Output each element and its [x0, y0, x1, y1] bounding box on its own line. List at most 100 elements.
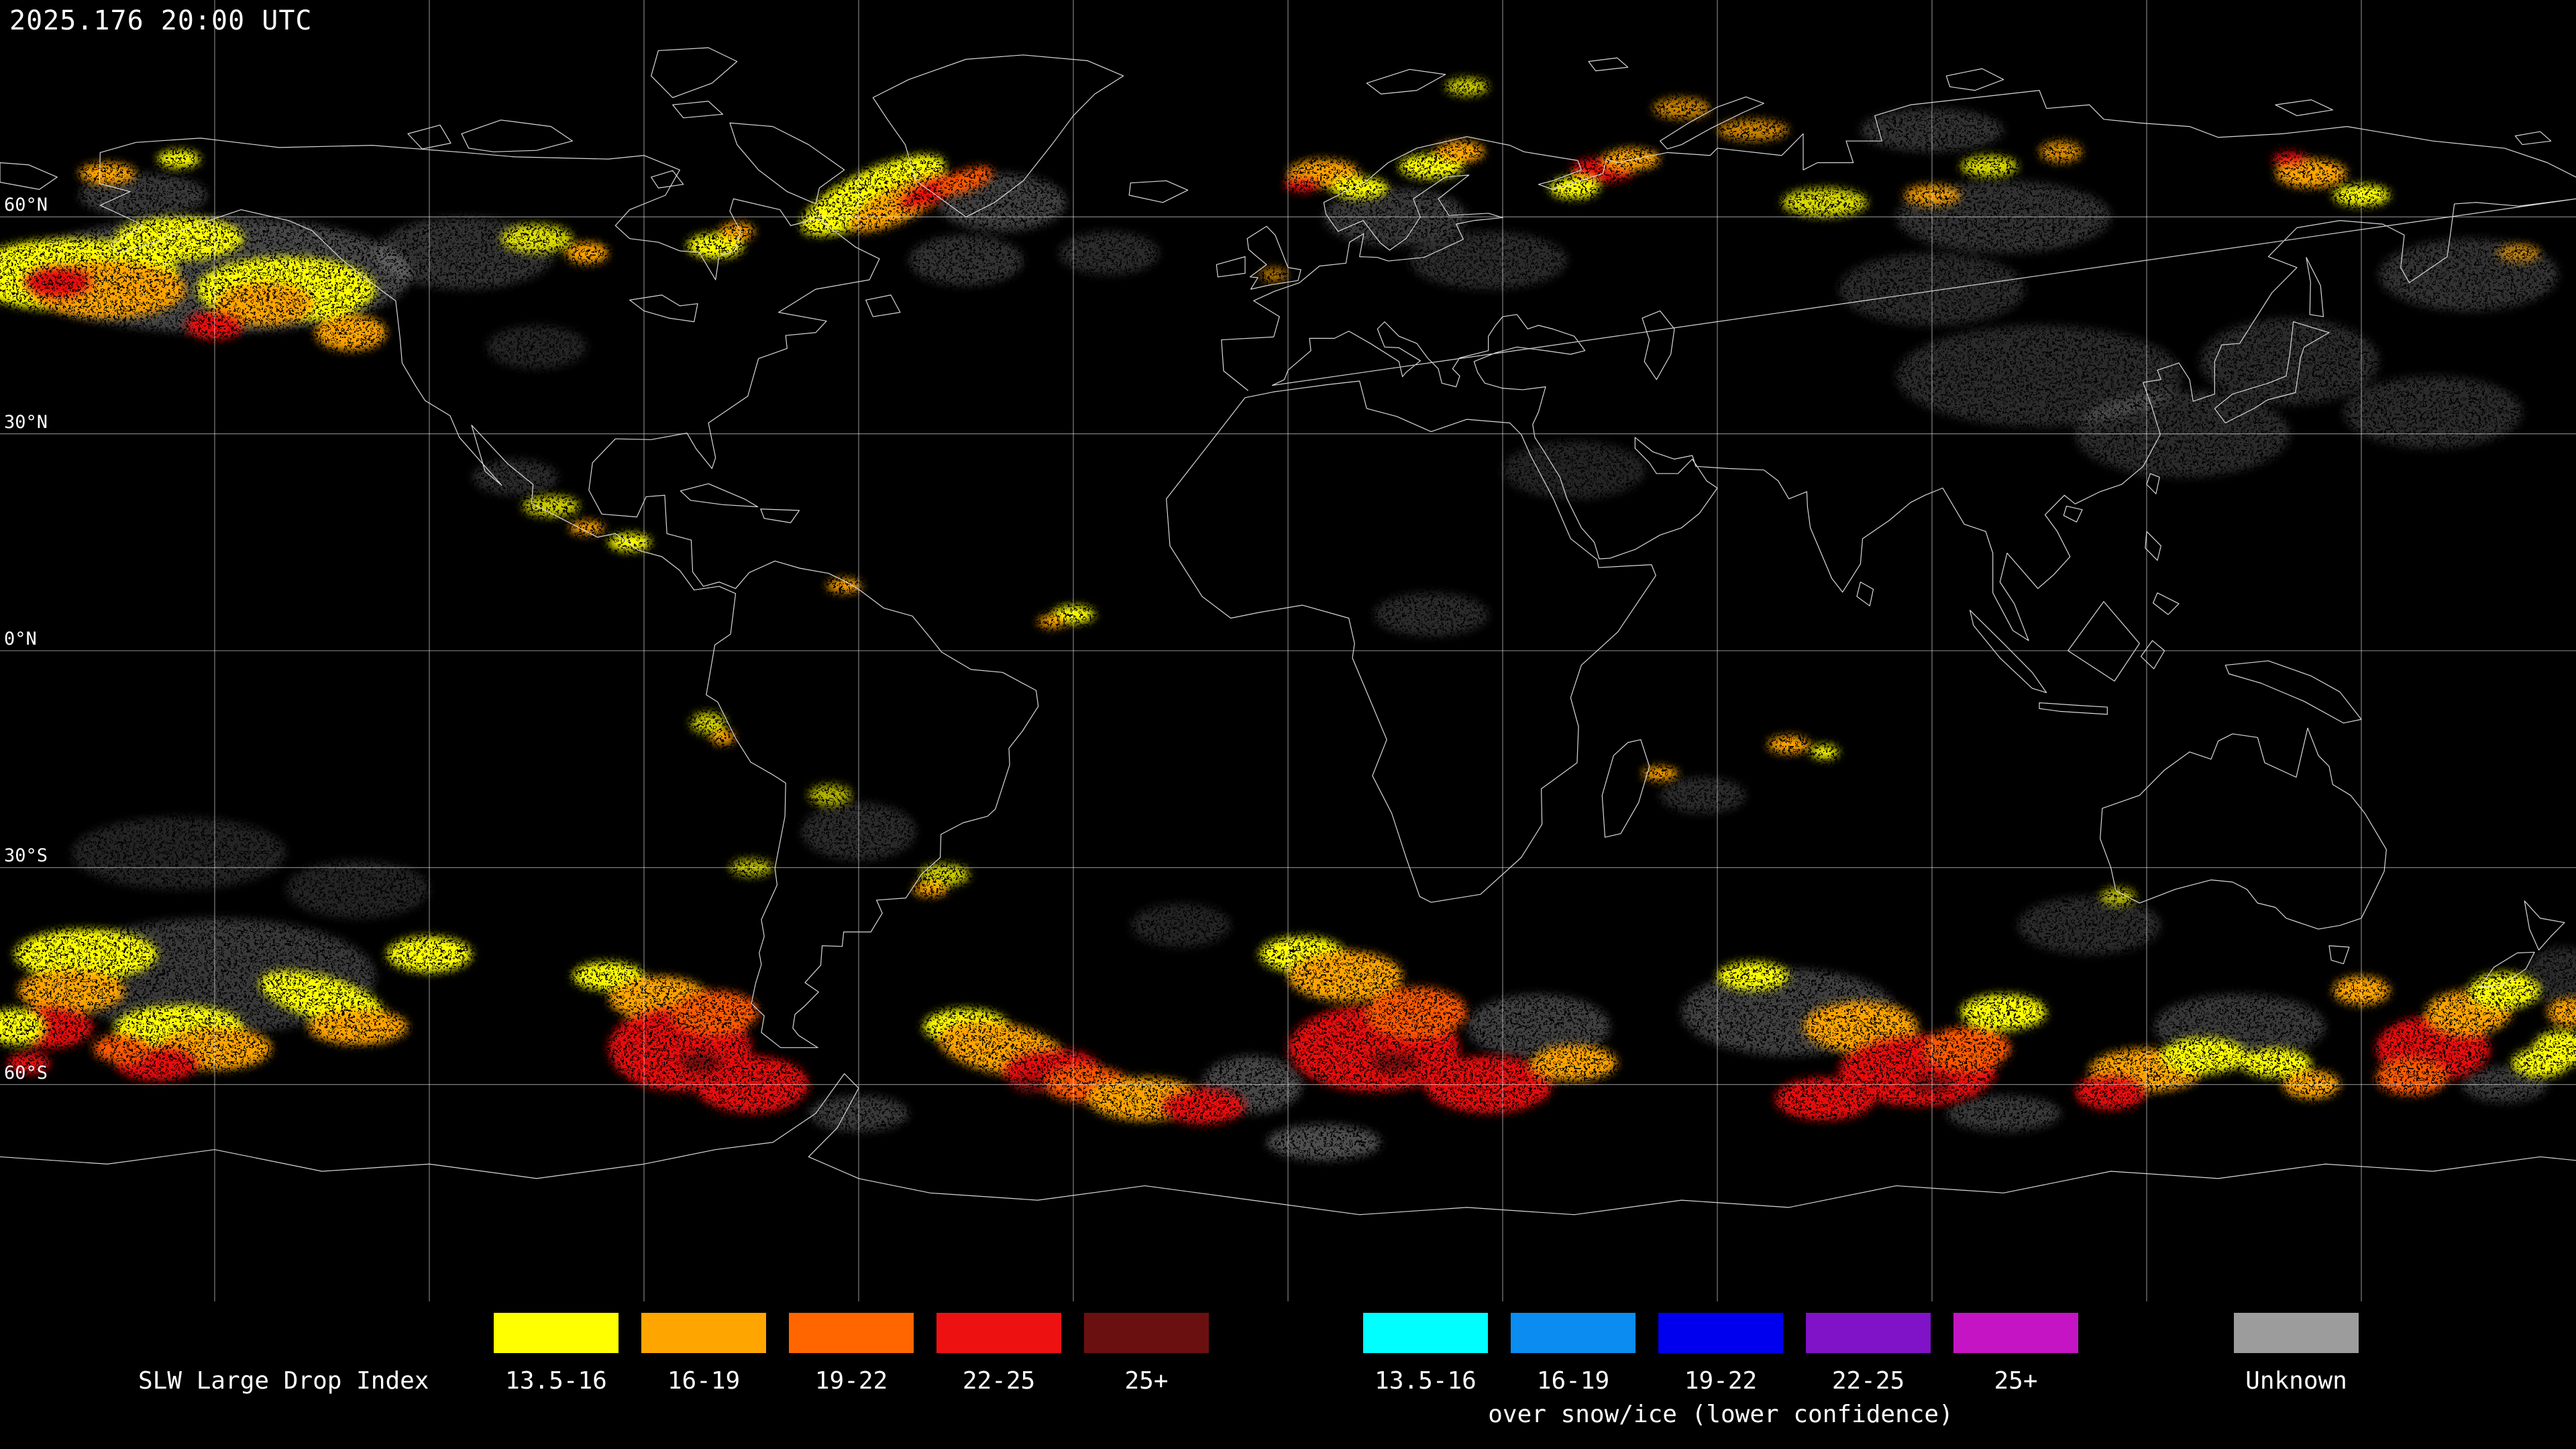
data-blob: [1946, 1095, 2061, 1132]
coastline-path: [2100, 728, 2565, 987]
legend-title: SLW Large Drop Index: [138, 1367, 429, 1395]
data-blob: [710, 730, 735, 745]
data-blob: [307, 1008, 408, 1045]
data-blob: [157, 150, 201, 168]
data-blob: [1717, 961, 1789, 991]
data-blob: [71, 816, 286, 890]
data-blob: [2533, 1030, 2576, 1067]
data-blob: [93, 1034, 150, 1063]
legend-standard-swatch: [494, 1313, 619, 1353]
data-blob: [315, 314, 386, 351]
world-map: [0, 0, 2576, 1301]
coastline-path: [0, 1074, 2576, 1215]
timestamp: 2025.176 20:00 UTC: [9, 5, 313, 36]
data-blob: [826, 578, 863, 593]
legend-snowice-swatch: [1806, 1313, 1931, 1353]
data-blob: [114, 217, 244, 260]
data-blob: [1549, 177, 1599, 199]
legend-standard-label: 22-25: [962, 1367, 1036, 1395]
legend-snowice-label: 22-25: [1831, 1367, 1905, 1395]
data-blob: [472, 459, 558, 496]
data-blob: [2497, 244, 2540, 262]
legend-snowice-swatch: [1363, 1313, 1488, 1353]
coastline-path: [630, 295, 1674, 380]
data-blob: [719, 222, 755, 241]
data-blob: [1370, 1052, 1421, 1074]
coastline-path: [873, 55, 1123, 217]
data-blob: [1331, 177, 1389, 199]
data-blob: [1445, 77, 1489, 96]
data-blob: [1810, 745, 1839, 759]
data-blob: [1284, 176, 1320, 193]
data-blob: [2469, 972, 2540, 1009]
data-blob: [1782, 188, 1868, 217]
data-blob: [1642, 766, 1678, 781]
data-blob: [17, 969, 125, 1012]
legend-standard-swatch: [641, 1313, 766, 1353]
data-blob: [2343, 376, 2522, 449]
data-blob: [14, 928, 158, 980]
data-blob: [215, 282, 315, 325]
data-blob: [1717, 119, 1789, 142]
data-blob: [938, 166, 994, 195]
data-blob: [800, 154, 945, 236]
data-blob: [78, 173, 208, 217]
data-blob: [690, 712, 727, 734]
data-blob: [1037, 615, 1067, 629]
data-blob: [2375, 1059, 2447, 1095]
lat-label: 0°N: [4, 629, 37, 649]
data-blob: [1434, 141, 1485, 163]
data-blob: [2100, 887, 2136, 906]
data-blob: [912, 881, 949, 897]
data-blob: [1660, 777, 1746, 814]
data-blob: [1531, 1044, 1617, 1081]
coastline-path: [1222, 91, 2576, 641]
data-blob: [672, 990, 759, 1034]
legend-snowice-swatch: [1953, 1313, 2078, 1353]
legend-standard-label: 16-19: [667, 1367, 741, 1395]
slw-data-layer: [0, 77, 2576, 1124]
data-blob: [2271, 152, 2308, 166]
data-blob: [1503, 441, 1646, 499]
data-blob: [808, 784, 852, 806]
data-blob: [1653, 97, 1711, 119]
legend-standard-label: 19-22: [814, 1367, 888, 1395]
data-blob: [286, 860, 429, 918]
data-blob: [2275, 159, 2347, 189]
data-blob: [1774, 1077, 1875, 1121]
data-blob: [486, 325, 587, 369]
coastlines: [0, 48, 2576, 1215]
legend-unknown-label: Unknown: [2245, 1367, 2347, 1395]
data-blob: [7, 1052, 50, 1074]
data-blob: [569, 521, 605, 535]
data-blob: [2547, 998, 2576, 1027]
data-blob: [78, 162, 136, 184]
lat-label: 60°S: [4, 1062, 48, 1083]
data-blob: [1259, 267, 1288, 282]
coastline-path: [99, 138, 1038, 1048]
data-blob: [1159, 1088, 1245, 1124]
legend-unknown-swatch: [2234, 1313, 2359, 1353]
data-blob: [680, 1052, 723, 1074]
data-blob: [0, 1008, 43, 1045]
legend-snowice-label: 13.5-16: [1375, 1367, 1477, 1395]
graticule-grid: [0, 0, 2576, 1301]
coastline-path: [1857, 258, 2361, 723]
data-blob: [1374, 592, 1489, 637]
data-blob: [1366, 987, 1467, 1038]
coastline-path: [1167, 381, 1656, 902]
legend-standard-swatch: [1084, 1313, 1209, 1353]
data-blob: [608, 533, 651, 551]
lat-label: 60°N: [4, 195, 48, 216]
data-blob: [1960, 155, 2018, 178]
lat-label: 30°N: [4, 411, 48, 433]
data-blob: [2075, 1073, 2147, 1110]
data-blob: [908, 235, 1024, 286]
data-blob: [500, 224, 573, 254]
data-blob: [2039, 141, 2082, 163]
data-blob: [2200, 318, 2379, 405]
data-blob: [1767, 735, 1811, 754]
lat-label: 30°S: [4, 845, 48, 867]
